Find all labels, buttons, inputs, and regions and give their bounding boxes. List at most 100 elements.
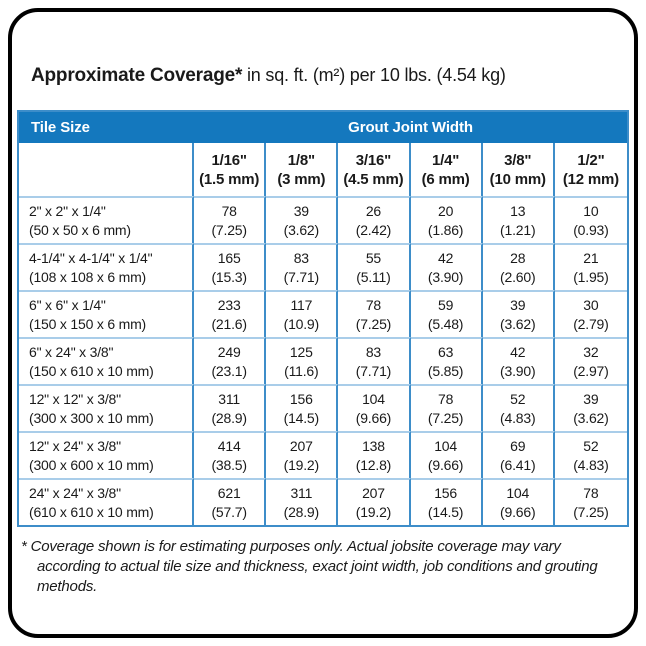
coverage-cell: 125 (11.6) bbox=[266, 337, 339, 384]
joint-width-col-header: 1/16" (1.5 mm) bbox=[194, 143, 267, 196]
coverage-cell: 52 (4.83) bbox=[482, 384, 555, 431]
tile-size-cell: 4-1/4" x 4-1/4" x 1/4" (108 x 108 x 6 mm) bbox=[19, 243, 195, 290]
joint-width-inch: 1/2" bbox=[577, 151, 605, 169]
tile-size-mm: (50 x 50 x 6 mm) bbox=[29, 221, 131, 238]
coverage-sqft: 78 bbox=[365, 296, 382, 313]
coverage-cell: 621 (57.7) bbox=[194, 478, 267, 525]
tile-size-inch: 2" x 2" x 1/4" bbox=[29, 202, 106, 219]
coverage-m2: (7.71) bbox=[355, 362, 392, 379]
coverage-sqft: 233 bbox=[217, 296, 241, 313]
coverage-cell: 59 (5.48) bbox=[410, 290, 483, 337]
tile-size-inch: 12" x 24" x 3/8" bbox=[29, 437, 121, 454]
coverage-cell: 26 (2.42) bbox=[338, 196, 411, 243]
coverage-cell: 311 (28.9) bbox=[266, 478, 339, 525]
grout-joint-width-header: Grout Joint Width bbox=[194, 112, 627, 143]
coverage-cell: 42 (3.90) bbox=[410, 243, 483, 290]
coverage-m2: (2.97) bbox=[573, 362, 609, 379]
coverage-sqft: 39 bbox=[583, 390, 599, 407]
coverage-m2: (3.62) bbox=[283, 221, 320, 238]
coverage-cell: 39 (3.62) bbox=[482, 290, 555, 337]
joint-width-col-header: 1/4" (6 mm) bbox=[410, 143, 483, 196]
coverage-cell: 20 (1.86) bbox=[410, 196, 483, 243]
coverage-m2: (6.41) bbox=[500, 456, 536, 473]
coverage-sqft: 104 bbox=[362, 390, 385, 407]
coverage-cell: 78 (7.25) bbox=[194, 196, 267, 243]
spec-card: Approximate Coverage* in sq. ft. (m²) pe… bbox=[8, 8, 638, 638]
joint-width-mm: (6 mm) bbox=[421, 170, 470, 188]
table-row: 24" x 24" x 3/8" (610 x 610 x 10 mm) 621 (5… bbox=[19, 478, 627, 525]
coverage-cell: 63 (5.85) bbox=[410, 337, 483, 384]
coverage-sqft: 156 bbox=[289, 390, 313, 407]
table-row: 4-1/4" x 4-1/4" x 1/4" (108 x 108 x 6 mm)… bbox=[19, 243, 627, 290]
coverage-cell: 104 (9.66) bbox=[482, 478, 555, 525]
coverage-sqft: 42 bbox=[510, 343, 526, 360]
empty-corner-cell bbox=[19, 143, 195, 196]
coverage-m2: (2.60) bbox=[500, 268, 536, 285]
coverage-m2: (15.3) bbox=[211, 268, 247, 285]
coverage-m2: (9.66) bbox=[500, 503, 536, 520]
coverage-sqft: 26 bbox=[365, 202, 382, 219]
coverage-sqft: 83 bbox=[293, 249, 309, 266]
coverage-m2: (5.11) bbox=[356, 268, 391, 285]
tile-size-mm: (150 x 150 x 6 mm) bbox=[29, 315, 146, 332]
joint-width-col-header: 3/8" (10 mm) bbox=[482, 143, 555, 196]
coverage-m2: (19.2) bbox=[283, 456, 320, 473]
tile-size-inch: 6" x 24" x 3/8" bbox=[29, 343, 114, 360]
coverage-sqft: 156 bbox=[434, 484, 457, 501]
coverage-cell: 55 (5.11) bbox=[338, 243, 411, 290]
coverage-m2: (4.83) bbox=[500, 409, 536, 426]
joint-width-col-header: 1/8" (3 mm) bbox=[266, 143, 339, 196]
coverage-m2: (1.95) bbox=[573, 268, 609, 285]
coverage-m2: (10.9) bbox=[283, 315, 320, 332]
coverage-sqft: 10 bbox=[583, 202, 599, 219]
coverage-sqft: 207 bbox=[289, 437, 313, 454]
coverage-m2: (2.79) bbox=[573, 315, 609, 332]
table-row: 12" x 12" x 3/8" (300 x 300 x 10 mm) 311 (2… bbox=[19, 384, 627, 431]
coverage-sqft: 20 bbox=[437, 202, 454, 219]
tile-size-inch: 4-1/4" x 4-1/4" x 1/4" bbox=[29, 249, 153, 266]
coverage-cell: 311 (28.9) bbox=[194, 384, 267, 431]
coverage-m2: (57.7) bbox=[211, 503, 247, 520]
page-title-bold: Approximate Coverage* bbox=[31, 65, 243, 86]
coverage-m2: (11.6) bbox=[284, 362, 319, 379]
coverage-sqft: 78 bbox=[437, 390, 454, 407]
page-title-regular: in sq. ft. (m²) per 10 lbs. (4.54 kg) bbox=[242, 65, 506, 85]
coverage-sqft: 104 bbox=[434, 437, 457, 454]
table-row: 2" x 2" x 1/4" (50 x 50 x 6 mm) 78 (7.25) 39… bbox=[19, 196, 627, 243]
coverage-sqft: 165 bbox=[217, 249, 241, 266]
joint-width-inch: 1/16" bbox=[211, 151, 248, 169]
coverage-sqft: 13 bbox=[510, 202, 526, 219]
coverage-sqft: 104 bbox=[506, 484, 530, 501]
coverage-sqft: 83 bbox=[365, 343, 382, 360]
coverage-cell: 78 (7.25) bbox=[410, 384, 483, 431]
coverage-sqft: 138 bbox=[362, 437, 385, 454]
coverage-sqft: 59 bbox=[437, 296, 454, 313]
coverage-m2: (7.25) bbox=[573, 503, 609, 520]
coverage-cell: 138 (12.8) bbox=[338, 431, 411, 478]
coverage-cell: 10 (0.93) bbox=[554, 196, 627, 243]
tile-size-mm: (300 x 300 x 10 mm) bbox=[29, 409, 154, 426]
coverage-sqft: 125 bbox=[289, 343, 313, 360]
table-banner-row: Tile Size Grout Joint Width bbox=[19, 112, 627, 143]
joint-width-mm: (4.5 mm) bbox=[343, 170, 404, 188]
coverage-sqft: 52 bbox=[510, 390, 526, 407]
coverage-m2: (9.66) bbox=[355, 409, 392, 426]
tile-size-cell: 2" x 2" x 1/4" (50 x 50 x 6 mm) bbox=[19, 196, 195, 243]
coverage-m2: (12.8) bbox=[355, 456, 392, 473]
coverage-cell: 13 (1.21) bbox=[482, 196, 555, 243]
coverage-sqft: 69 bbox=[510, 437, 526, 454]
coverage-m2: (5.48) bbox=[427, 315, 464, 332]
coverage-m2: (1.86) bbox=[427, 221, 464, 238]
coverage-sqft: 42 bbox=[437, 249, 454, 266]
tile-size-inch: 12" x 12" x 3/8" bbox=[29, 390, 121, 407]
coverage-m2: (5.85) bbox=[427, 362, 464, 379]
coverage-cell: 42 (3.90) bbox=[482, 337, 555, 384]
coverage-sqft: 28 bbox=[510, 249, 526, 266]
coverage-sqft: 414 bbox=[217, 437, 241, 454]
coverage-cell: 83 (7.71) bbox=[266, 243, 339, 290]
coverage-sqft: 55 bbox=[365, 249, 382, 266]
coverage-cell: 21 (1.95) bbox=[554, 243, 627, 290]
coverage-sqft: 32 bbox=[583, 343, 599, 360]
joint-width-mm: (10 mm) bbox=[489, 170, 546, 188]
coverage-cell: 30 (2.79) bbox=[554, 290, 627, 337]
